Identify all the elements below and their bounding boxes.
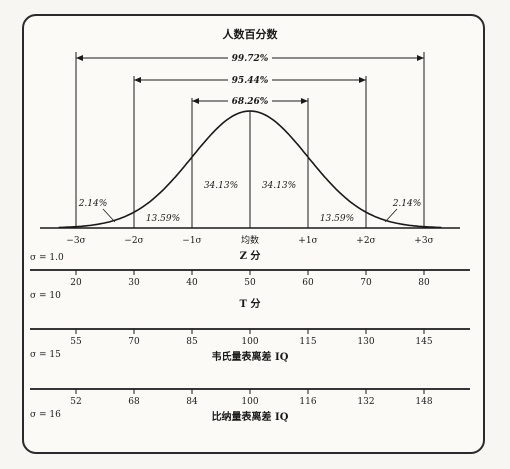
- span-label-bg: [228, 73, 272, 85]
- scale-tick-label: 70: [360, 278, 372, 288]
- scale-tick-label: 40: [186, 278, 198, 288]
- z-tick-label: −1σ: [182, 236, 201, 246]
- scale-tick-label: 84: [186, 397, 198, 407]
- span-label: 95.44%: [232, 76, 269, 86]
- scale-tick-label: 116: [299, 397, 316, 407]
- chart-frame: [22, 14, 485, 454]
- span-arrow-right: [301, 98, 308, 104]
- tail-leader-left: [102, 208, 116, 223]
- span-arrow-right: [359, 77, 366, 83]
- scale-tick-label: 115: [299, 337, 316, 347]
- z-tick-label: 均数: [241, 234, 259, 246]
- area-label: 13.59%: [320, 214, 354, 224]
- scale-tick-label: 85: [186, 337, 198, 347]
- chart-title: 人数百分数: [223, 27, 279, 41]
- scale-name: 韦氏量表离差 IQ: [212, 350, 289, 363]
- scale-sigma: σ = 16: [30, 410, 61, 420]
- scale-tick-label: 60: [302, 278, 314, 288]
- span-label-bg: [228, 94, 272, 106]
- z-tick-label: +3σ: [414, 236, 433, 246]
- scale-tick-label: 145: [415, 337, 432, 347]
- scale-tick-label: 132: [357, 397, 374, 407]
- span-label: 99.72%: [232, 54, 269, 64]
- z-tick-label: −2σ: [124, 236, 143, 246]
- tail-leader-right: [384, 208, 398, 223]
- scale-name: 比纳量表离差 IQ: [212, 410, 289, 423]
- area-label: 34.13%: [204, 181, 238, 191]
- scale-tick-label: 100: [241, 337, 258, 347]
- scale-name: T 分: [240, 297, 261, 310]
- scale-tick-label: 100: [241, 397, 258, 407]
- scale-sigma: σ = 15: [30, 350, 61, 360]
- scale-tick-label: 130: [357, 337, 374, 347]
- scale-tick-label: 148: [415, 397, 432, 407]
- scale-name: Z 分: [240, 249, 261, 262]
- scale-tick-label: 52: [70, 397, 81, 407]
- scale-tick-label: 55: [70, 337, 82, 347]
- span-arrow-left: [76, 55, 83, 61]
- chart-layer: 99.72% 95.44% 68.26% 2.14% 13.59% 34.13% 34.13…: [30, 51, 470, 423]
- span-arrow-left: [134, 77, 141, 83]
- scale-tick-label: 68: [128, 397, 140, 407]
- scale-tick-label: 30: [128, 278, 140, 288]
- area-label: 2.14%: [392, 199, 422, 209]
- area-label: 13.59%: [146, 214, 180, 224]
- z-tick-label: +2σ: [356, 236, 375, 246]
- area-label: 34.13%: [262, 181, 296, 191]
- scale-tick-label: 50: [244, 278, 256, 288]
- span-arrow-right: [417, 55, 424, 61]
- scale-tick-label: 20: [70, 278, 82, 288]
- span-label-bg: [228, 51, 272, 63]
- scale-tick-label: 70: [128, 337, 140, 347]
- z-tick-label: +1σ: [298, 236, 317, 246]
- span-label: 68.26%: [232, 97, 269, 107]
- scale-sigma: σ = 10: [30, 291, 61, 301]
- scale-tick-label: 80: [418, 278, 430, 288]
- scale-sigma: σ = 1.0: [30, 253, 64, 263]
- z-tick-label: −3σ: [66, 236, 85, 246]
- span-arrow-left: [192, 98, 199, 104]
- area-label: 2.14%: [78, 199, 108, 209]
